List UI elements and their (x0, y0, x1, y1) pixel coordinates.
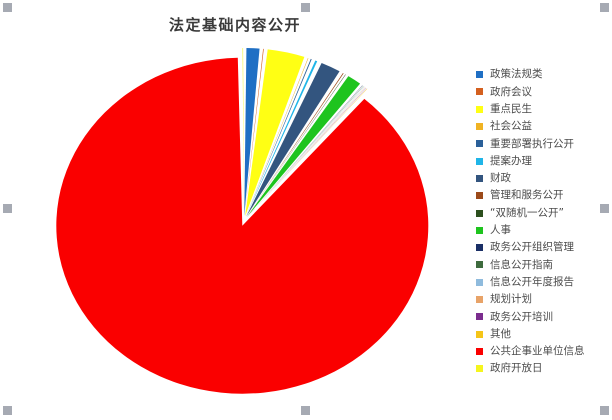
chart-legend: 政策法规类政府会议重点民生社会公益重要部署执行公开 提案办理财政管理和服务公开 “双… (476, 66, 608, 377)
legend-item-label: 政务公开培训 (490, 310, 553, 323)
legend-item[interactable]: 信息公开年度报告 (476, 274, 608, 291)
resize-handle[interactable] (301, 406, 310, 415)
pie-slice[interactable] (247, 86, 365, 218)
resize-handle[interactable] (600, 204, 609, 213)
pie-slice[interactable] (247, 85, 364, 218)
pie-slice[interactable] (246, 76, 361, 217)
legend-item-label: 政策法规类 (490, 68, 543, 81)
legend-swatch-icon (476, 278, 483, 286)
pie-slice[interactable] (247, 85, 363, 218)
legend-swatch-icon (476, 140, 483, 148)
legend-item[interactable]: 其他 (476, 325, 608, 342)
legend-swatch-icon (476, 313, 483, 321)
legend-item-label: 政府开放日 (490, 362, 543, 375)
pie-slice[interactable] (56, 57, 429, 394)
resize-handle[interactable] (600, 3, 609, 12)
legend-item[interactable]: 重要部署执行公开 (476, 135, 608, 152)
legend-item[interactable]: 信息公开指南 (476, 256, 608, 273)
legend-swatch-icon (476, 226, 483, 234)
legend-swatch-icon (476, 330, 483, 338)
pie-slice[interactable] (247, 87, 366, 218)
legend-item[interactable]: 政务公开培训 (476, 308, 608, 325)
legend-item-label: 公共企事业单位信息 (490, 345, 585, 358)
pie-slice-group (56, 48, 429, 394)
legend-swatch-icon (476, 174, 483, 182)
legend-swatch-icon (476, 71, 483, 79)
legend-item-label: 规划计划 (490, 293, 532, 306)
legend-item[interactable]: 重点民生 (476, 101, 608, 118)
legend-swatch-icon (476, 347, 483, 355)
legend-item[interactable]: 公共企事业单位信息 (476, 343, 608, 360)
resize-handle[interactable] (3, 406, 12, 415)
legend-item[interactable]: 财政 (476, 170, 608, 187)
chart-title: 法定基础内容公开 (168, 16, 301, 34)
legend-swatch-icon (476, 261, 483, 269)
pie-slice[interactable] (244, 48, 264, 217)
pie-slice[interactable] (245, 60, 318, 217)
legend-swatch-icon (476, 244, 483, 252)
legend-item-label: 人事 (490, 224, 511, 237)
legend-item-label: 管理和服务公开 (490, 189, 564, 202)
pie-slice[interactable] (247, 88, 368, 218)
resize-handle[interactable] (301, 3, 310, 12)
legend-item-label: 财政 (490, 172, 511, 185)
pie-slice[interactable] (244, 48, 260, 217)
legend-item-label: 信息公开年度报告 (490, 275, 574, 288)
legend-item[interactable]: 政策法规类 (476, 66, 608, 83)
legend-item-label: 重点民生 (490, 102, 532, 115)
legend-swatch-icon (476, 192, 483, 200)
pie-chart-svg[interactable] (45, 42, 445, 402)
pie-slice[interactable] (246, 62, 340, 217)
legend-item-label: 政府会议 (490, 85, 532, 98)
legend-item[interactable]: 政务公开组织管理 (476, 239, 608, 256)
resize-handle[interactable] (3, 204, 12, 213)
legend-item[interactable]: 规划计划 (476, 291, 608, 308)
legend-swatch-icon (476, 209, 483, 217)
legend-item[interactable]: “双随机一公开” (476, 204, 608, 221)
legend-item[interactable]: 社会公益 (476, 118, 608, 135)
legend-swatch-icon (476, 157, 483, 165)
legend-item-label: 社会公益 (490, 120, 532, 133)
legend-item[interactable]: 人事 (476, 222, 608, 239)
pie-slice[interactable] (246, 73, 344, 217)
legend-item[interactable]: 政府会议 (476, 83, 608, 100)
resize-handle[interactable] (600, 406, 609, 415)
pie-slice[interactable] (246, 74, 346, 217)
legend-swatch-icon (476, 105, 483, 113)
legend-item-label: 提案办理 (490, 154, 532, 167)
legend-item-label: 其他 (490, 327, 511, 340)
legend-item[interactable]: 政府开放日 (476, 360, 608, 377)
legend-swatch-icon (476, 365, 483, 373)
legend-item-label: 信息公开指南 (490, 258, 553, 271)
legend-item-label: “双随机一公开” (490, 206, 564, 219)
pie-chart-plot-area[interactable] (45, 42, 445, 402)
pie-slice[interactable] (242, 48, 244, 216)
pie-slice[interactable] (247, 87, 367, 218)
legend-swatch-icon (476, 88, 483, 96)
pie-slice[interactable] (245, 58, 312, 217)
legend-item-label: 重要部署执行公开 (490, 137, 574, 150)
legend-swatch-icon (476, 296, 483, 303)
pie-slice[interactable] (245, 49, 305, 217)
resize-handle[interactable] (3, 3, 12, 12)
legend-item[interactable]: 提案办理 (476, 152, 608, 169)
legend-swatch-icon (476, 123, 483, 131)
legend-item-label: 政务公开组织管理 (490, 241, 574, 254)
pie-slice[interactable] (245, 57, 309, 217)
legend-item[interactable]: 管理和服务公开 (476, 187, 608, 204)
